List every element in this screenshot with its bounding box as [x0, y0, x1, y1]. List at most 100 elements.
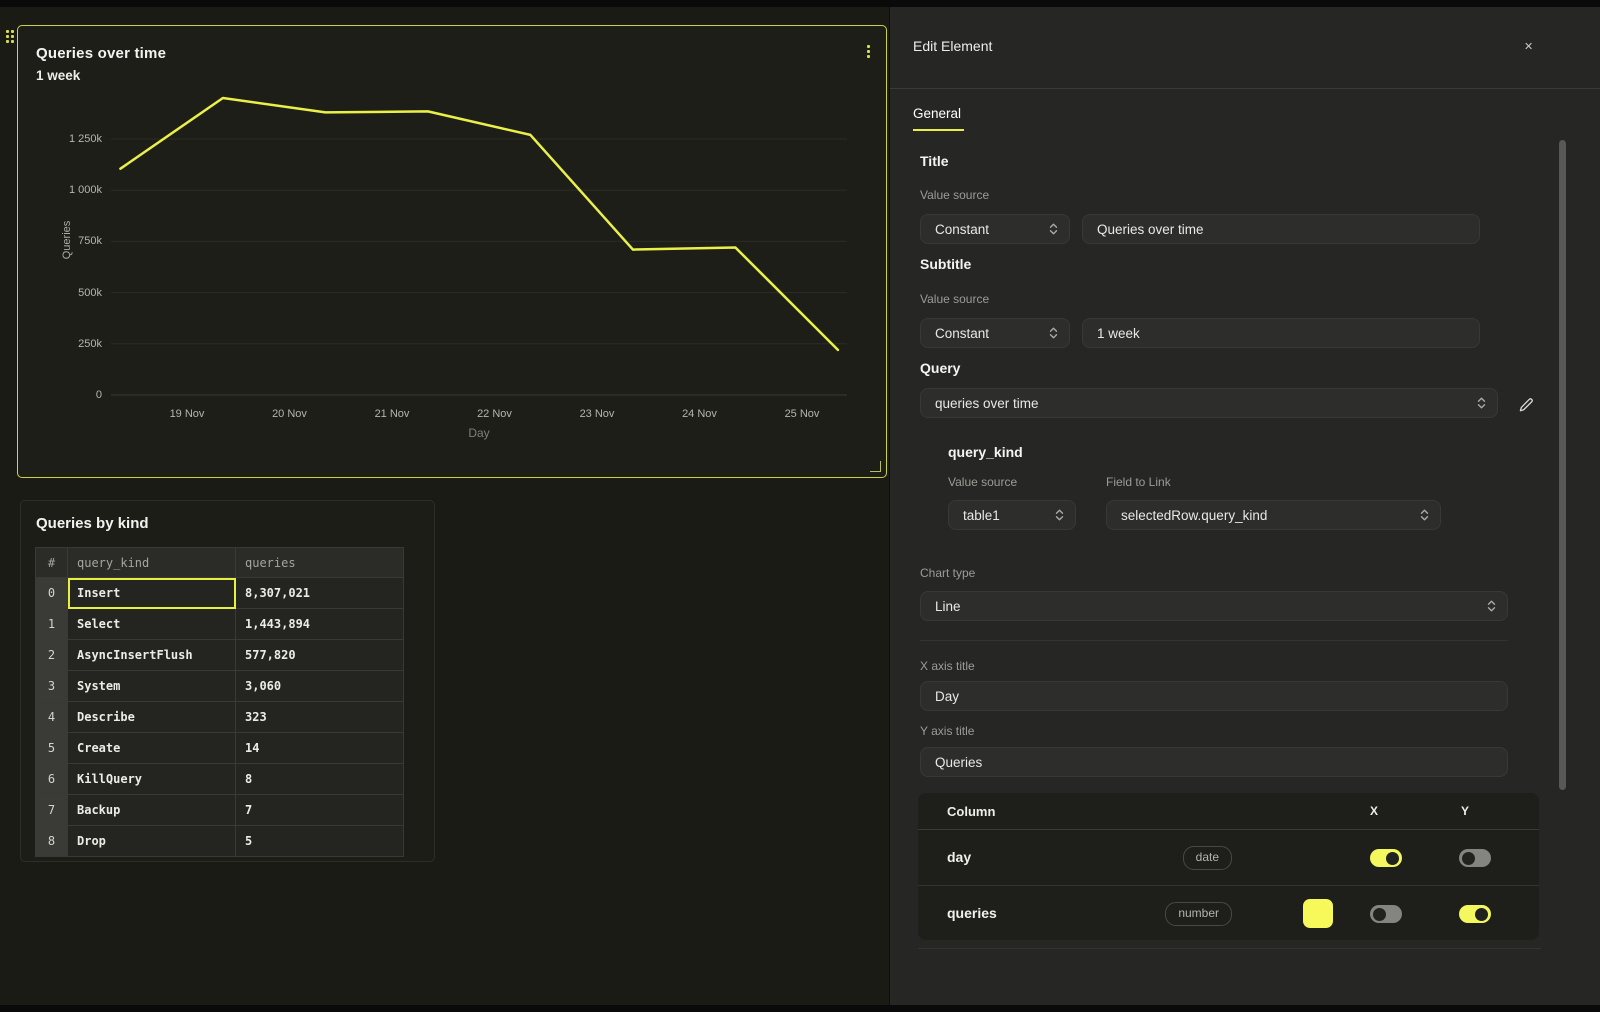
y-tick-label: 250k — [78, 337, 102, 350]
table-row[interactable]: 2 AsyncInsertFlush 577,820 — [35, 639, 404, 671]
subtitle-value-source-label: Value source — [920, 292, 990, 306]
x-tick-label: 24 Nov — [682, 408, 717, 420]
table-cell[interactable]: Backup — [67, 794, 236, 826]
chevron-updown-icon — [1420, 508, 1429, 522]
query-select[interactable]: queries over time — [920, 388, 1498, 418]
day-x-toggle[interactable] — [1370, 849, 1402, 867]
column-row-queries: queries number — [918, 885, 1539, 940]
table-cell[interactable]: 3 — [35, 670, 68, 702]
day-y-toggle[interactable] — [1459, 849, 1491, 867]
edit-query-pencil-icon[interactable] — [1513, 393, 1537, 417]
table-row[interactable]: 3 System 3,060 — [35, 670, 404, 702]
y-tick-label: 0 — [95, 389, 102, 401]
subtitle-source-value: Constant — [935, 325, 990, 341]
table-cell[interactable]: 8,307,021 — [235, 577, 404, 609]
field-to-link-label: Field to Link — [1106, 475, 1171, 489]
table-cell[interactable]: 8 — [35, 825, 68, 857]
table-cell[interactable]: 323 — [235, 701, 404, 733]
title-section-heading: Title — [920, 153, 949, 169]
field-to-link-select[interactable]: selectedRow.query_kind — [1106, 500, 1441, 530]
query-kind-heading: query_kind — [948, 444, 1023, 460]
field-to-link-value: selectedRow.query_kind — [1121, 507, 1268, 523]
columns-mapping-card: Column X Y day date queries number — [918, 793, 1539, 940]
table-cell[interactable]: 14 — [235, 732, 404, 764]
column-name: queries — [947, 905, 997, 921]
table-cell[interactable]: 577,820 — [235, 639, 404, 671]
query-kind-source-value: table1 — [963, 507, 1000, 523]
subtitle-source-select[interactable]: Constant — [920, 318, 1070, 348]
table-cell[interactable]: 4 — [35, 701, 68, 733]
table-row[interactable]: 8 Drop 5 — [35, 825, 404, 857]
subtitle-section-heading: Subtitle — [920, 256, 972, 272]
table-cell[interactable]: 1,443,894 — [235, 608, 404, 640]
table-row[interactable]: 4 Describe 323 — [35, 701, 404, 733]
chart-type-select[interactable]: Line — [920, 591, 1508, 621]
title-source-select[interactable]: Constant — [920, 214, 1070, 244]
table-row[interactable]: 1 Select 1,443,894 — [35, 608, 404, 640]
y-tick-label: 1 000k — [68, 184, 102, 197]
section-divider — [918, 948, 1541, 949]
query-select-value: queries over time — [935, 395, 1039, 411]
kebab-menu-icon[interactable] — [862, 40, 874, 62]
table-cell[interactable]: 7 — [235, 794, 404, 826]
query-section-heading: Query — [920, 360, 961, 376]
title-value-input[interactable] — [1082, 214, 1480, 244]
title-source-value: Constant — [935, 221, 990, 237]
table-cell[interactable]: 2 — [35, 639, 68, 671]
x-tick-label: 20 Nov — [272, 408, 307, 420]
table-cell[interactable]: 0 — [35, 577, 68, 609]
y-tick-label: 1 250k — [68, 133, 102, 145]
table-cell[interactable]: Drop — [67, 825, 236, 857]
table-cell[interactable]: 6 — [35, 763, 68, 795]
x-tick-label: 21 Nov — [374, 408, 410, 420]
chart-title: Queries over time — [36, 45, 167, 62]
subtitle-value-input[interactable] — [1082, 318, 1480, 348]
resize-handle[interactable] — [870, 461, 881, 472]
table-title: Queries by kind — [36, 515, 149, 532]
table-cell[interactable]: 8 — [235, 763, 404, 795]
columns-header-row: Column X Y — [918, 793, 1539, 830]
y-header: Y — [1461, 804, 1470, 818]
table-cell[interactable]: 1 — [35, 608, 68, 640]
table-cell[interactable]: Insert — [67, 577, 236, 609]
table-header-cell: queries — [235, 547, 404, 578]
x-tick-label: 23 Nov — [579, 408, 615, 420]
table-cell[interactable]: 3,060 — [235, 670, 404, 702]
bottom-window-strip — [0, 1005, 1600, 1012]
table-cell[interactable]: KillQuery — [67, 763, 236, 795]
x-tick-label: 22 Nov — [477, 408, 512, 420]
panel-scrollbar[interactable] — [1559, 140, 1566, 790]
chart-type-value: Line — [935, 598, 961, 614]
x-axis-title-input[interactable] — [920, 681, 1508, 711]
column-header: Column — [947, 804, 996, 819]
table-row[interactable]: 7 Backup 7 — [35, 794, 404, 826]
x-tick-label: 25 Nov — [784, 408, 820, 420]
close-icon[interactable]: ✕ — [1524, 41, 1534, 53]
table-row[interactable]: 6 KillQuery 8 — [35, 763, 404, 795]
table-cell[interactable]: System — [67, 670, 236, 702]
table-cell[interactable]: Create — [67, 732, 236, 764]
y-axis-title-input[interactable] — [920, 747, 1508, 777]
edit-element-panel: Edit Element ✕ General Title Value sourc… — [890, 7, 1600, 1005]
chart-element-card[interactable]: Queries over time 1 week Queries Day 0 25… — [17, 25, 887, 478]
table-cell[interactable]: Select — [67, 608, 236, 640]
table-cell[interactable]: 7 — [35, 794, 68, 826]
chart-type-label: Chart type — [920, 566, 976, 580]
drag-handle-icon[interactable] — [6, 30, 15, 44]
x-header: X — [1370, 804, 1379, 818]
queries-y-toggle[interactable] — [1459, 905, 1491, 923]
tab-general[interactable]: General — [913, 106, 965, 131]
table-cell[interactable]: 5 — [235, 825, 404, 857]
series-color-swatch[interactable] — [1303, 899, 1333, 928]
y-axis-title-label: Y axis title — [920, 724, 975, 738]
column-row-day: day date — [918, 830, 1539, 885]
table-cell[interactable]: 5 — [35, 732, 68, 764]
table-row[interactable]: 0 Insert 8,307,021 — [35, 577, 404, 609]
table-cell[interactable]: AsyncInsertFlush — [67, 639, 236, 671]
table-row[interactable]: 5 Create 14 — [35, 732, 404, 764]
x-axis-title-label: X axis title — [920, 659, 975, 673]
table-element-card[interactable]: Queries by kind # query_kind queries 0 Inser… — [20, 500, 435, 862]
queries-x-toggle[interactable] — [1370, 905, 1402, 923]
query-kind-source-select[interactable]: table1 — [948, 500, 1076, 530]
table-cell[interactable]: Describe — [67, 701, 236, 733]
